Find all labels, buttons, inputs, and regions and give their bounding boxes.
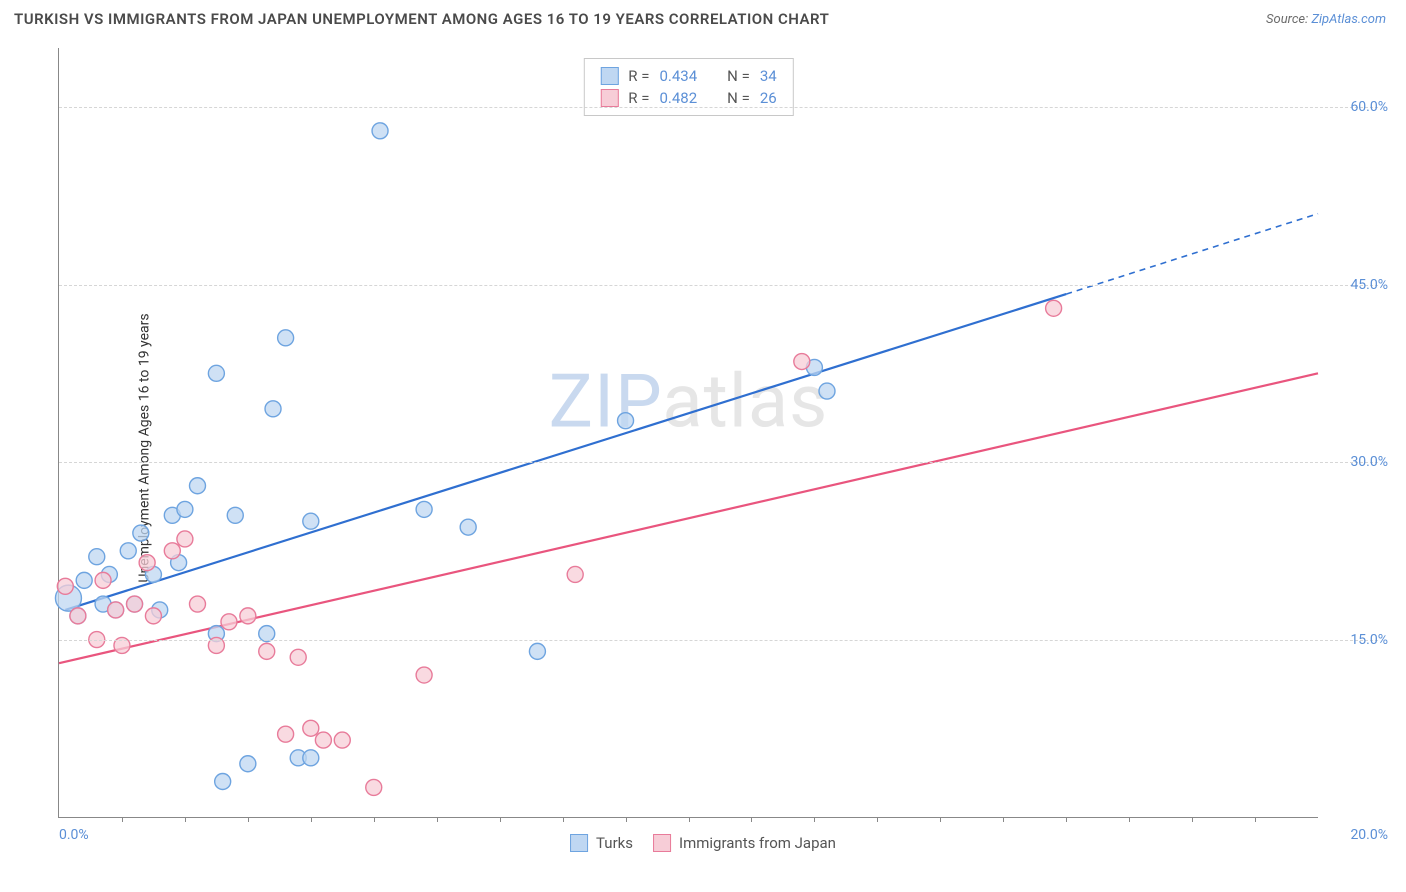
x-tick-mark — [122, 817, 123, 822]
x-tick-mark — [877, 817, 878, 822]
data-point — [278, 330, 294, 346]
data-point — [70, 608, 86, 624]
data-point — [108, 602, 124, 618]
x-tick-mark — [751, 817, 752, 822]
legend-swatch-japan — [653, 834, 671, 852]
x-tick-label: 0.0% — [59, 827, 89, 843]
data-point — [794, 354, 810, 370]
data-point — [290, 649, 306, 665]
data-point — [416, 667, 432, 683]
data-point — [265, 401, 281, 417]
data-point — [819, 383, 835, 399]
data-point — [208, 365, 224, 381]
x-tick-mark — [500, 817, 501, 822]
data-point — [221, 614, 237, 630]
legend-item-japan: Immigrants from Japan — [653, 834, 836, 852]
data-point — [227, 507, 243, 523]
data-point — [127, 596, 143, 612]
data-point — [189, 596, 205, 612]
data-point — [416, 501, 432, 517]
x-tick-mark — [1129, 817, 1130, 822]
data-point — [259, 643, 275, 659]
x-tick-mark — [1003, 817, 1004, 822]
grid-line — [59, 462, 1378, 463]
chart-title: TURKISH VS IMMIGRANTS FROM JAPAN UNEMPLO… — [14, 10, 829, 28]
x-tick-mark — [311, 817, 312, 822]
x-tick-mark — [437, 817, 438, 822]
data-point — [189, 478, 205, 494]
grid-line — [59, 107, 1378, 108]
grid-line — [59, 285, 1378, 286]
x-tick-mark — [563, 817, 564, 822]
x-tick-mark — [1066, 817, 1067, 822]
data-point — [334, 732, 350, 748]
data-point — [567, 566, 583, 582]
regression-extrapolation — [1066, 214, 1318, 294]
data-point — [1046, 300, 1062, 316]
y-tick-label: 45.0% — [1350, 277, 1388, 293]
data-point — [529, 643, 545, 659]
x-tick-mark — [1255, 817, 1256, 822]
data-point — [303, 750, 319, 766]
x-tick-mark — [814, 817, 815, 822]
data-point — [366, 779, 382, 795]
y-tick-label: 30.0% — [1350, 454, 1388, 470]
x-tick-label: 20.0% — [1350, 827, 1388, 843]
chart-source: Source: ZipAtlas.com — [1266, 12, 1386, 27]
data-point — [618, 413, 634, 429]
x-tick-mark — [185, 817, 186, 822]
x-tick-mark — [1192, 817, 1193, 822]
data-point — [177, 501, 193, 517]
data-point — [303, 513, 319, 529]
x-tick-mark — [626, 817, 627, 822]
data-point — [240, 756, 256, 772]
grid-line — [59, 640, 1378, 641]
data-point — [139, 555, 155, 571]
data-point — [372, 123, 388, 139]
legend-label-turks: Turks — [596, 834, 633, 852]
data-point — [315, 732, 331, 748]
data-point — [133, 525, 149, 541]
legend-swatch-turks — [570, 834, 588, 852]
data-point — [240, 608, 256, 624]
data-point — [177, 531, 193, 547]
data-point — [460, 519, 476, 535]
x-tick-mark — [940, 817, 941, 822]
x-tick-mark — [248, 817, 249, 822]
x-tick-mark — [374, 817, 375, 822]
source-prefix: Source: — [1266, 12, 1311, 27]
data-point — [95, 572, 111, 588]
chart-header: TURKISH VS IMMIGRANTS FROM JAPAN UNEMPLO… — [0, 0, 1406, 34]
plot-area: ZIPatlas R = 0.434 N = 34 R = 0.482 N = … — [58, 48, 1318, 818]
chart-svg — [59, 48, 1318, 817]
data-point — [215, 774, 231, 790]
data-point — [76, 572, 92, 588]
bottom-legend: Turks Immigrants from Japan — [570, 834, 836, 852]
legend-label-japan: Immigrants from Japan — [679, 834, 836, 852]
data-point — [278, 726, 294, 742]
data-point — [57, 578, 73, 594]
y-tick-label: 60.0% — [1350, 99, 1388, 115]
data-point — [120, 543, 136, 559]
y-tick-label: 15.0% — [1350, 632, 1388, 648]
legend-item-turks: Turks — [570, 834, 633, 852]
data-point — [145, 608, 161, 624]
data-point — [164, 543, 180, 559]
regression-line — [65, 294, 1066, 610]
data-point — [303, 720, 319, 736]
plot-wrap: Unemployment Among Ages 16 to 19 years Z… — [14, 38, 1392, 858]
x-tick-mark — [689, 817, 690, 822]
data-point — [89, 549, 105, 565]
source-link[interactable]: ZipAtlas.com — [1311, 12, 1386, 27]
